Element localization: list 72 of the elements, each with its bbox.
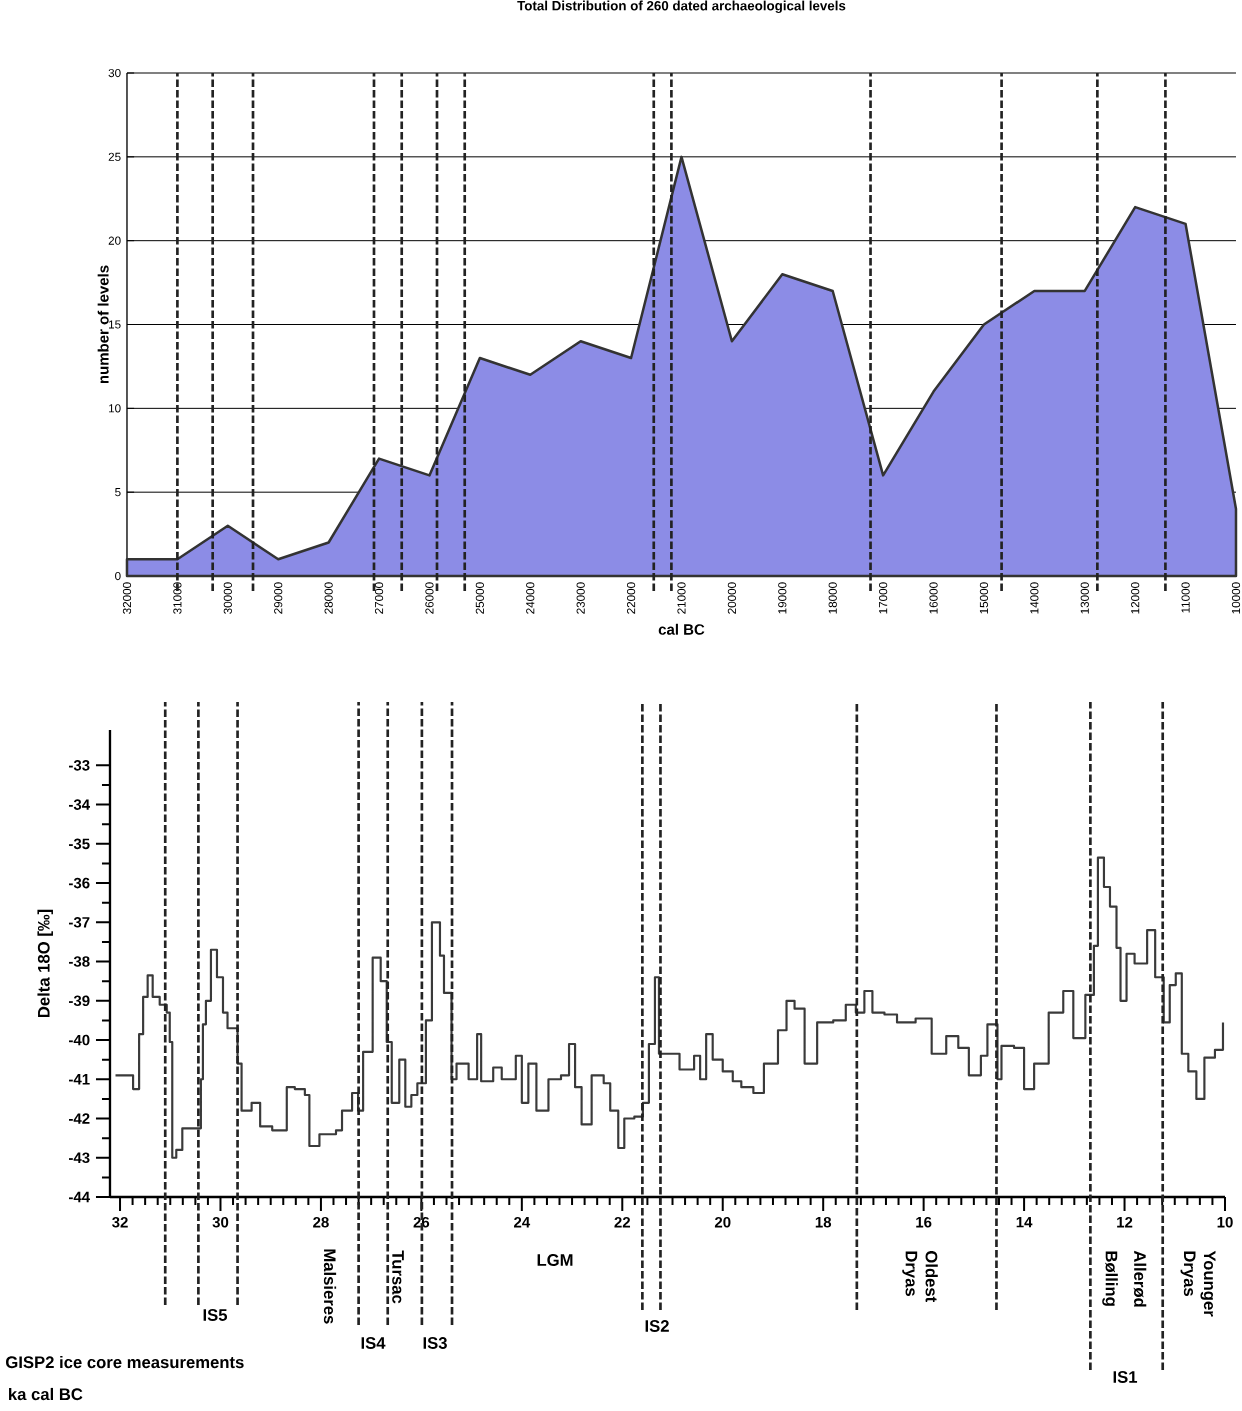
x-tick-label: 10 <box>1217 1216 1233 1228</box>
y-tick-label: -37 <box>68 916 90 928</box>
text: Bølling <box>1102 1251 1118 1306</box>
x-tick-label: 18000 <box>828 582 837 614</box>
text: IS3 <box>423 1337 447 1349</box>
text: LGM <box>537 1254 573 1266</box>
text: GISP2 ice core measurements <box>6 1355 244 1369</box>
x-tick-label: 14 <box>1016 1216 1033 1228</box>
y-tick-label: 25 <box>108 152 121 161</box>
x-tick-label: 21000 <box>677 582 686 614</box>
text: Malsieres <box>323 1249 337 1324</box>
x-tick-label: 23000 <box>576 582 585 614</box>
y-tick-label: -36 <box>68 877 90 889</box>
y-tick-label: -38 <box>68 956 90 967</box>
y-tick-label: 20 <box>108 236 121 245</box>
chart-title: Total Distribution of 260 dated archaeological levels <box>517 0 846 14</box>
text: Tursac <box>392 1250 404 1304</box>
y-tick-label: -35 <box>68 838 90 850</box>
text: IS1 <box>1113 1371 1138 1383</box>
x-tick-label: 31000 <box>173 582 182 614</box>
x-tick-label: 30000 <box>223 582 232 614</box>
x-tick-label: 19000 <box>778 582 787 614</box>
x-tick-label: 24 <box>514 1216 531 1228</box>
y-axis-title: number of levels <box>97 265 109 384</box>
y-tick-label: 15 <box>109 320 121 329</box>
x-tick-label: 18 <box>815 1216 832 1228</box>
x-tick-label: 16 <box>916 1216 932 1228</box>
text: Allerød <box>1133 1250 1147 1307</box>
x-tick-label: 12000 <box>1131 582 1140 614</box>
y-tick-label: 0 <box>115 571 121 581</box>
y-tick-label: -44 <box>68 1191 91 1203</box>
text: Oldest Dryas <box>902 1251 938 1303</box>
x-tick-label: 17000 <box>879 582 888 614</box>
x-tick-label: 11000 <box>1181 582 1190 613</box>
x-tick-label: 10000 <box>1231 582 1241 614</box>
x-tick-label: 32000 <box>122 582 132 614</box>
y-tick-label: -33 <box>68 760 90 771</box>
x-tick-label: 20 <box>714 1216 731 1228</box>
x-tick-label: 15000 <box>979 582 989 614</box>
x-axis-title: ka cal BC <box>9 1387 83 1401</box>
x-tick-label: 26 <box>413 1216 430 1228</box>
x-tick-label: 32 <box>112 1216 128 1228</box>
x-tick-label: 16000 <box>929 582 938 614</box>
x-axis-title: cal BC <box>658 623 705 635</box>
y-axis-title: Delta 18O [‰] <box>37 909 53 1018</box>
x-tick-label: 28000 <box>324 582 333 614</box>
x-tick-label: 26000 <box>425 582 434 614</box>
x-tick-label: 12 <box>1117 1216 1133 1228</box>
text: Younger Dryas <box>1180 1250 1216 1317</box>
y-tick-label: -39 <box>68 995 90 1007</box>
y-tick-label: -34 <box>68 799 91 810</box>
x-tick-label: 30 <box>212 1216 229 1228</box>
y-tick-label: -43 <box>68 1152 90 1164</box>
text: IS5 <box>203 1309 228 1321</box>
x-tick-label: 29000 <box>274 582 283 614</box>
x-tick-label: 25000 <box>475 582 484 614</box>
x-tick-label: 14000 <box>1030 582 1039 614</box>
x-tick-label: 13000 <box>1080 582 1089 614</box>
x-tick-label: 24000 <box>526 582 535 614</box>
x-tick-label: 27000 <box>374 582 384 614</box>
y-tick-label: 30 <box>108 68 121 78</box>
x-tick-label: 22000 <box>626 582 636 614</box>
y-tick-label: 5 <box>115 488 121 497</box>
text: IS2 <box>645 1320 669 1332</box>
x-tick-label: 22 <box>614 1216 631 1228</box>
x-tick-label: 28 <box>313 1216 329 1228</box>
x-tick-label: 20000 <box>727 582 737 614</box>
y-tick-label: 10 <box>109 404 121 413</box>
y-tick-label: -40 <box>68 1034 90 1046</box>
text: IS4 <box>361 1337 386 1349</box>
y-tick-label: -42 <box>68 1113 90 1124</box>
y-tick-label: -41 <box>68 1074 90 1085</box>
